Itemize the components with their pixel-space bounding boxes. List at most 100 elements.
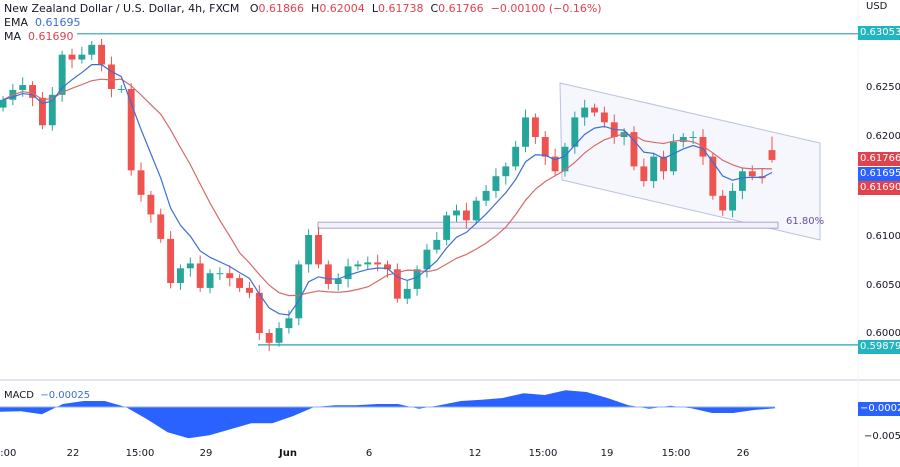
time-tick: 29: [199, 448, 213, 459]
candle-body: [640, 166, 648, 182]
ema-label: EMA: [4, 16, 28, 29]
macd-legend[interactable]: MACD −0.00025: [4, 390, 90, 401]
time-tick: 15:00: [125, 448, 155, 459]
price-tick: 0.60000: [866, 328, 900, 339]
time-tick: 26: [736, 448, 750, 459]
candle-body: [462, 210, 470, 221]
time-tick: Jun: [279, 448, 297, 459]
candle-body: [522, 117, 529, 147]
open-label: O: [249, 2, 259, 15]
candle-body: [669, 141, 677, 172]
candle-body: [561, 146, 569, 172]
candle-body: [216, 273, 224, 275]
candle-body: [226, 273, 234, 279]
candle-body: [68, 54, 76, 60]
candle-body: [699, 137, 707, 157]
change-value: −0.00100 (−0.16%): [490, 2, 602, 15]
macd-value: −0.00025: [40, 390, 91, 401]
candle-body: [472, 200, 480, 221]
ema-legend[interactable]: EMA 0.61695: [4, 16, 80, 29]
candle-body: [78, 54, 86, 60]
ma-legend[interactable]: MA 0.61690: [4, 30, 77, 43]
candle-body: [729, 190, 737, 211]
candle-body: [650, 156, 658, 182]
candle-body: [393, 269, 401, 299]
candle-body: [255, 292, 263, 333]
ema-badge: 0.61695: [858, 167, 900, 181]
candle-body: [600, 112, 608, 123]
candle-body: [551, 156, 559, 172]
time-tick: 15:00: [528, 448, 558, 459]
candle-body: [19, 85, 27, 90]
candle-body: [38, 97, 46, 126]
candle-body: [679, 137, 687, 142]
top-level-badge: 0.63053: [858, 26, 900, 40]
candle-body: [531, 117, 539, 137]
candle-body: [738, 171, 746, 191]
candle-body: [571, 117, 579, 147]
candle-body: [147, 194, 155, 215]
candle-body: [0, 99, 7, 108]
low-value: 0.61738: [377, 2, 424, 15]
candle-body: [620, 132, 628, 137]
open-value: 0.61866: [258, 2, 305, 15]
candle-body: [354, 264, 362, 267]
candle-body: [443, 215, 451, 240]
ema-value: 0.61695: [34, 16, 81, 29]
candle-body: [29, 85, 37, 98]
bottom-level-badge: 0.59879: [858, 340, 900, 354]
candle-body: [117, 88, 125, 90]
candle-body: [660, 156, 668, 172]
candle-body: [246, 287, 253, 293]
candle-body: [127, 88, 135, 171]
candle-body: [433, 239, 441, 250]
candle-body: [364, 262, 372, 265]
candle-body: [98, 44, 106, 65]
candle-body: [167, 238, 175, 284]
candle-body: [236, 278, 244, 288]
candle-body: [295, 264, 303, 319]
candle-body: [305, 235, 313, 265]
candle-body: [324, 264, 332, 284]
candle-body: [275, 328, 283, 343]
ma-label: MA: [4, 30, 22, 43]
close-label: C: [430, 2, 439, 15]
fib-level-line: [317, 221, 779, 229]
candle-body: [482, 190, 490, 201]
candle-body: [709, 156, 717, 196]
time-tick: 6: [365, 448, 373, 459]
last-price-badge: 0.61766: [858, 152, 900, 166]
candle-body: [541, 137, 549, 157]
candle-body: [157, 214, 165, 239]
candle-body: [502, 166, 510, 177]
macd-badge: −0.0002: [858, 402, 900, 416]
ma-badge: 0.61690: [858, 181, 900, 195]
candle-body: [137, 170, 145, 195]
candle-body: [206, 273, 214, 288]
candle-body: [186, 263, 194, 269]
candle-body: [196, 263, 204, 288]
candle-body: [344, 266, 352, 280]
candle-body: [413, 269, 421, 289]
candle-body: [453, 210, 460, 216]
close-value: 0.61766: [438, 2, 484, 15]
macd-area: [0, 390, 775, 439]
macd-label: MACD: [4, 390, 34, 401]
candle-body: [374, 262, 382, 265]
candle-body: [748, 171, 756, 177]
high-value: 0.62004: [319, 2, 365, 15]
descending-channel: [559, 82, 821, 241]
symbol-title: New Zealand Dollar / U.S. Dollar, 4h, FX…: [4, 2, 240, 15]
time-tick: 15:00: [661, 448, 691, 459]
candle-body: [403, 288, 411, 299]
time-tick: 15:00: [0, 448, 17, 459]
candle-body: [334, 279, 342, 284]
time-tick: 19: [600, 448, 614, 459]
candle-body: [492, 176, 500, 191]
